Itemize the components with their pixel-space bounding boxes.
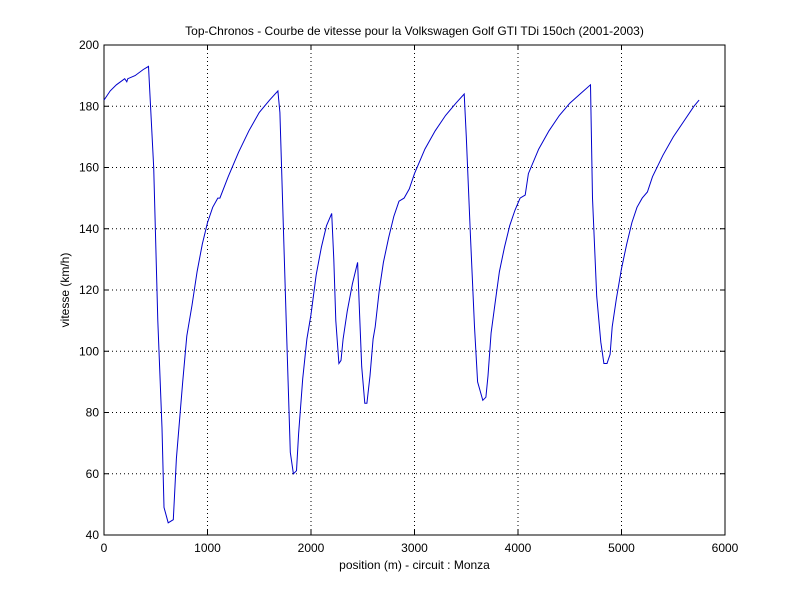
y-tick-label: 40 [86,528,100,542]
grid-lines [104,45,725,535]
y-tick-label: 60 [86,467,100,481]
y-tick-label: 120 [79,283,99,297]
speed-series-line [103,65,700,524]
y-tick-label: 100 [79,344,99,358]
y-tick-label: 140 [79,222,99,236]
x-tick-label: 0 [101,541,108,555]
tick-marks [103,44,726,536]
x-tick-label: 2000 [298,541,325,555]
y-tick-label: 200 [79,38,99,52]
x-tick-label: 1000 [194,541,221,555]
y-tick-label: 80 [86,406,100,420]
x-tick-label: 6000 [712,541,739,555]
x-tick-label: 5000 [608,541,635,555]
x-tick-label: 3000 [401,541,428,555]
y-tick-label: 180 [79,99,99,113]
x-tick-labels: 0 1000 2000 3000 4000 5000 6000 [101,541,739,555]
chart-title: Top-Chronos - Courbe de vitesse pour la … [185,24,644,38]
y-tick-labels: 40 60 80 100 120 140 160 180 200 [79,38,99,542]
x-axis-title: position (m) - circuit : Monza [339,558,490,572]
y-tick-label: 160 [79,161,99,175]
x-tick-label: 4000 [505,541,532,555]
y-axis-title: vitesse (km/h) [58,253,72,328]
